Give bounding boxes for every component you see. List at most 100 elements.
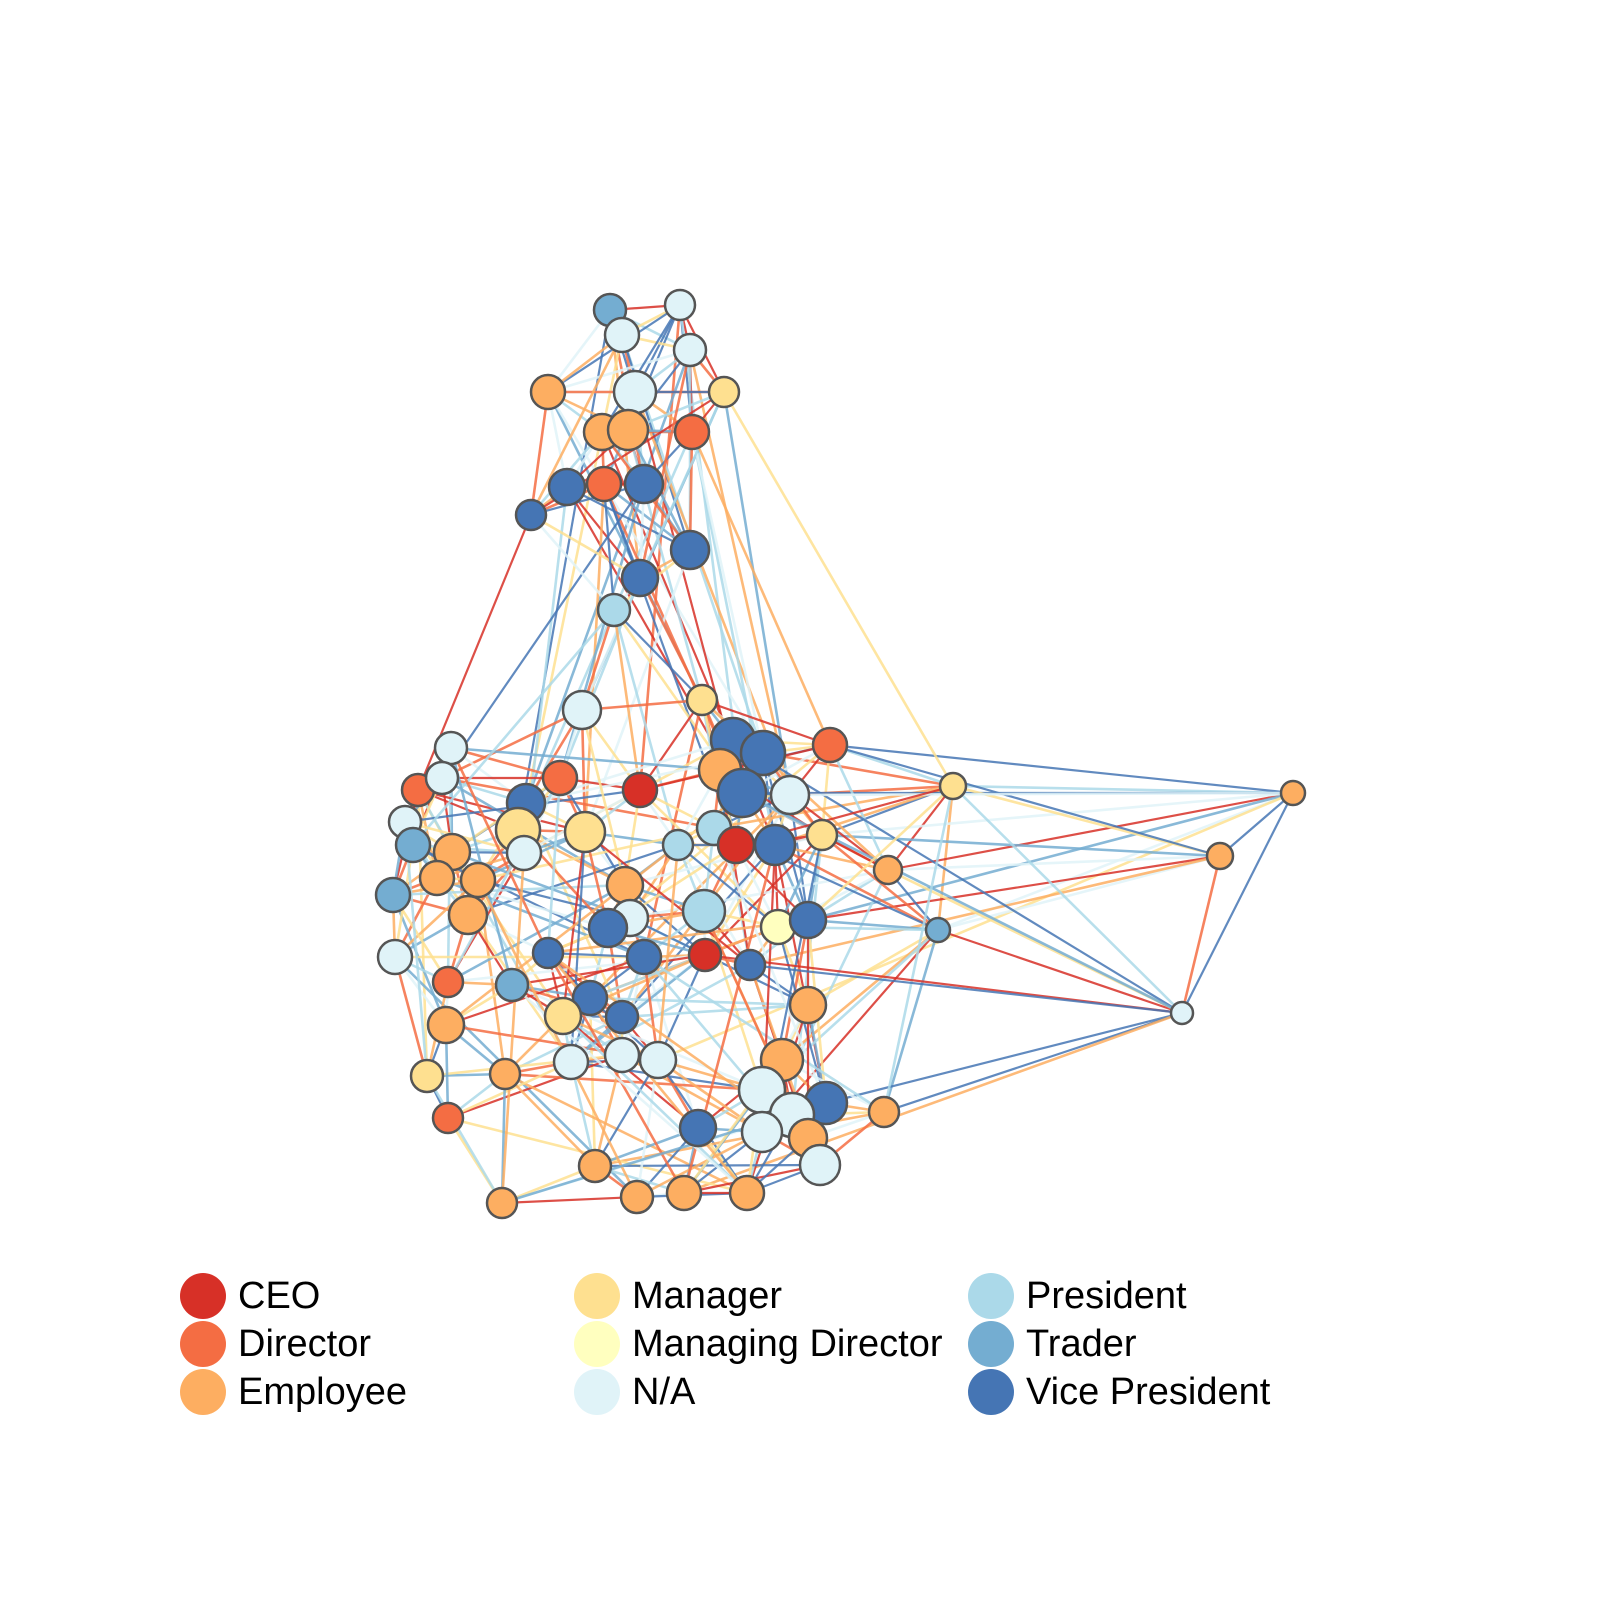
network-node-director (673, 413, 711, 451)
network-edge (445, 955, 645, 1027)
network-edge (450, 746, 721, 772)
network-node-na (672, 332, 708, 368)
network-edge (613, 609, 703, 701)
network-edge (524, 802, 624, 1018)
network-edge (882, 929, 940, 1113)
network-node-manager (938, 771, 968, 801)
network-edge (638, 391, 726, 579)
legend-item-manager: Manager (574, 1272, 782, 1320)
network-edge (749, 963, 1183, 1015)
network-edge (524, 334, 624, 804)
legend-item-director: Director (180, 1320, 371, 1368)
network-node-manager (805, 818, 839, 852)
network-node-director (541, 759, 579, 797)
network-node-na (561, 689, 603, 731)
network-node-employee (606, 408, 650, 452)
network-edge (529, 391, 550, 516)
network-node-na (740, 1110, 784, 1154)
network-node-trader (374, 876, 412, 914)
network-node-director (585, 465, 623, 503)
network-edge (504, 1072, 748, 1195)
network-edge (677, 844, 779, 928)
network-node-vice-president (623, 463, 665, 505)
network-node-ceo (716, 825, 756, 865)
network-edge (524, 349, 692, 804)
legend-swatch-manager (574, 1273, 620, 1319)
legend-item-vice-president: Vice President (968, 1368, 1270, 1416)
legend-item-na: N/A (574, 1368, 695, 1416)
network-edge (633, 391, 792, 796)
network-node-employee (459, 861, 497, 899)
legend-label-manager: Manager (632, 1275, 782, 1317)
network-node-trader (494, 967, 530, 1003)
network-edge (937, 928, 1183, 1015)
network-edge (690, 431, 765, 754)
network-node-employee (426, 1005, 466, 1045)
network-node-manager (563, 810, 607, 854)
network-node-vice-president (604, 999, 640, 1035)
legend-label-na: N/A (632, 1371, 696, 1413)
network-node-vice-president (739, 729, 787, 777)
network-node-vice-president (753, 823, 797, 867)
network-node-employee (529, 373, 567, 411)
legend-swatch-trader (968, 1321, 1014, 1367)
network-edge (447, 883, 626, 984)
network-node-na (769, 774, 811, 816)
legend-label-ceo: CEO (238, 1275, 321, 1317)
network-node-manager (707, 375, 741, 409)
legend-swatch-ceo (180, 1273, 226, 1319)
network-node-vice-president (733, 948, 767, 982)
network-edge (501, 1195, 638, 1205)
network-node-na (376, 938, 414, 976)
network-edge (447, 1053, 623, 1120)
network-node-employee (728, 1174, 766, 1212)
network-edge (530, 513, 641, 580)
network-edge (566, 486, 691, 551)
network-edge (530, 514, 615, 611)
network-node-employee (488, 1057, 522, 1091)
network-edge (529, 334, 624, 516)
network-node-ceo (687, 937, 723, 973)
network-edge (883, 1011, 1183, 1114)
network-node-employee (788, 985, 828, 1025)
network-node-employee (447, 894, 489, 936)
network-node-employee (1205, 841, 1235, 871)
network-node-vice-president (547, 467, 587, 507)
network-edge (594, 1059, 659, 1167)
network-node-vice-president (678, 1108, 718, 1148)
network-edge (683, 1011, 1183, 1195)
network-edge (403, 514, 533, 823)
network-node-director (431, 1101, 465, 1135)
network-node-vice-president (514, 498, 548, 532)
network-edge (722, 391, 955, 787)
legend-label-managing-director: Managing Director (632, 1323, 943, 1365)
network-node-employee (577, 1148, 613, 1184)
legend-item-ceo: CEO (180, 1272, 320, 1320)
network-node-na (1169, 1000, 1195, 1026)
network-node-vice-president (620, 558, 660, 598)
network-edge (762, 751, 954, 788)
network-node-employee (1279, 779, 1307, 807)
network-edge (588, 997, 597, 1167)
network-edge (601, 304, 681, 433)
network-edge (394, 879, 479, 958)
network-edge (690, 431, 832, 746)
network-edge (589, 996, 809, 1007)
network-edge (887, 791, 1294, 872)
network-edge (774, 843, 939, 932)
legend-swatch-director (180, 1321, 226, 1367)
network-edge (828, 744, 890, 871)
network-node-vice-president (571, 979, 609, 1017)
network-edge (807, 785, 954, 921)
legend-label-trader: Trader (1026, 1323, 1137, 1365)
network-node-employee (872, 854, 904, 886)
network-edge (642, 956, 700, 1129)
network-edge (546, 777, 562, 954)
network-edge (829, 743, 1294, 795)
network-node-president (661, 828, 695, 862)
network-edge (749, 854, 1221, 967)
network-node-president (681, 888, 727, 934)
network-node-employee (867, 1095, 901, 1129)
legend-label-president: President (1026, 1275, 1187, 1317)
network-edge (393, 956, 429, 1077)
